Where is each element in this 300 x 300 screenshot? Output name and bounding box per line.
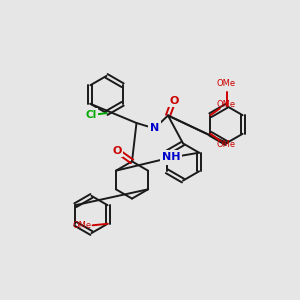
Text: N: N: [151, 119, 161, 133]
Text: O: O: [169, 95, 179, 106]
Text: OMe: OMe: [217, 80, 236, 88]
Text: O: O: [111, 144, 122, 158]
Text: O: O: [112, 146, 122, 156]
Text: Cl: Cl: [84, 110, 96, 120]
Text: N: N: [150, 123, 159, 134]
Text: NH: NH: [162, 152, 180, 163]
Text: Cl: Cl: [85, 110, 97, 120]
Text: NH: NH: [165, 157, 183, 167]
Text: OMe: OMe: [73, 221, 92, 230]
Text: OMe: OMe: [216, 140, 235, 149]
Text: OMe: OMe: [216, 100, 235, 109]
Text: O: O: [169, 94, 179, 108]
